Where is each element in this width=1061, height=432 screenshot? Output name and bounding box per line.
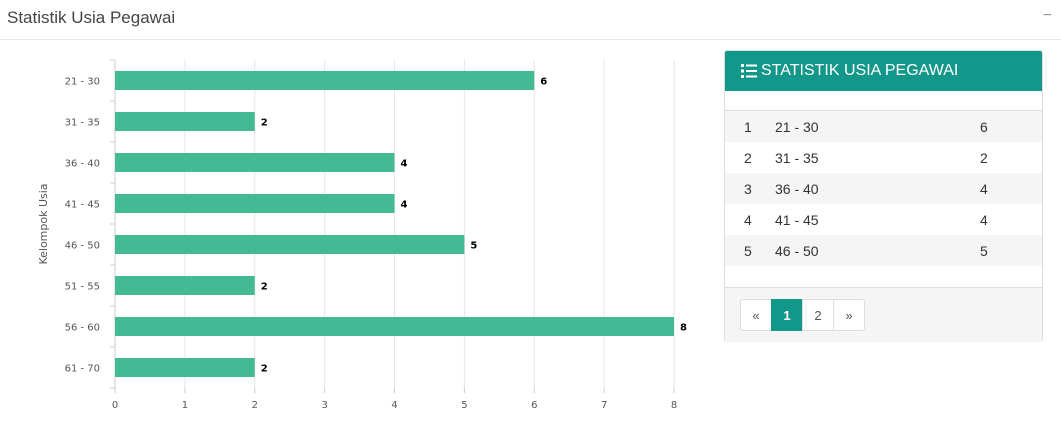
x-tick-label: 6 [531,400,537,411]
table-row: 5 46 - 50 5 [725,235,1042,266]
data-label: 8 [680,323,687,334]
data-label: 5 [470,241,477,252]
y-tick-label: 51 - 55 [65,282,100,293]
bar [115,112,255,131]
row-range: 21 - 30 [775,119,819,135]
row-range: 31 - 35 [775,150,819,166]
x-tick-label: 5 [461,400,467,411]
pagination-prev[interactable]: « [740,299,772,331]
panel-title: STATISTIK USIA PEGAWAI [761,62,959,79]
bar [115,317,674,336]
x-tick-label: 4 [391,400,397,411]
data-label: 2 [261,118,268,129]
data-label: 4 [401,200,408,211]
x-tick-label: 3 [321,400,327,411]
y-tick-label: 21 - 30 [65,77,100,88]
row-range: 36 - 40 [775,181,819,197]
y-tick-label: 41 - 45 [65,200,100,211]
y-tick-label: 36 - 40 [65,159,100,170]
bar [115,276,255,295]
row-number: 4 [744,212,752,228]
card-header: Statistik Usia Pegawai − [0,0,1061,40]
bar [115,153,395,172]
bar [115,358,255,377]
row-count: 4 [980,181,988,197]
row-count: 4 [980,212,988,228]
y-tick-label: 46 - 50 [65,241,100,252]
y-tick-label: 56 - 60 [65,323,100,334]
row-number: 3 [744,181,752,197]
y-tick-label: 61 - 70 [65,364,100,375]
row-number: 5 [744,243,752,259]
pagination-next[interactable]: » [833,299,865,331]
table-row: 4 41 - 45 4 [725,204,1042,235]
row-count: 5 [980,243,988,259]
table-row: 2 31 - 35 2 [725,142,1042,173]
x-tick-label: 1 [182,400,188,411]
panel-footer: « 1 2 » [725,287,1042,342]
pagination-page-2[interactable]: 2 [802,299,834,331]
row-range: 41 - 45 [775,212,819,228]
data-label: 4 [401,159,408,170]
page-title: Statistik Usia Pegawai [7,8,176,27]
data-label: 2 [261,364,268,375]
stats-panel: STATISTIK USIA PEGAWAI 1 21 - 30 6 2 31 … [724,50,1043,342]
row-count: 2 [980,150,988,166]
stats-table: 1 21 - 30 6 2 31 - 35 2 3 36 - 40 4 4 41… [725,110,1042,266]
bar [115,71,535,90]
pagination-page-1[interactable]: 1 [771,299,803,331]
x-tick-label: 8 [671,400,677,411]
bar [115,194,395,213]
data-label: 2 [261,282,268,293]
y-axis-title: Kelompok Usia [37,183,50,264]
row-number: 1 [744,119,752,135]
y-tick-label: 31 - 35 [65,118,100,129]
table-row: 3 36 - 40 4 [725,173,1042,204]
age-bar-chart: 0 1 2 3 4 5 6 7 8 21 - 30 6 31 - 35 2 36 - 40 4 41 - 45… [37,59,687,411]
row-count: 6 [980,119,988,135]
minus-icon[interactable]: − [1042,7,1052,24]
pagination: « 1 2 » [740,299,865,331]
row-range: 46 - 50 [775,243,819,259]
table-row: 1 21 - 30 6 [725,111,1042,142]
x-tick-label: 7 [601,400,607,411]
row-number: 2 [744,150,752,166]
x-tick-label: 0 [112,400,118,411]
x-tick-label: 2 [252,400,258,411]
data-label: 6 [540,77,547,88]
list-icon [741,64,757,78]
panel-header: STATISTIK USIA PEGAWAI [725,51,1042,91]
bar [115,235,465,254]
